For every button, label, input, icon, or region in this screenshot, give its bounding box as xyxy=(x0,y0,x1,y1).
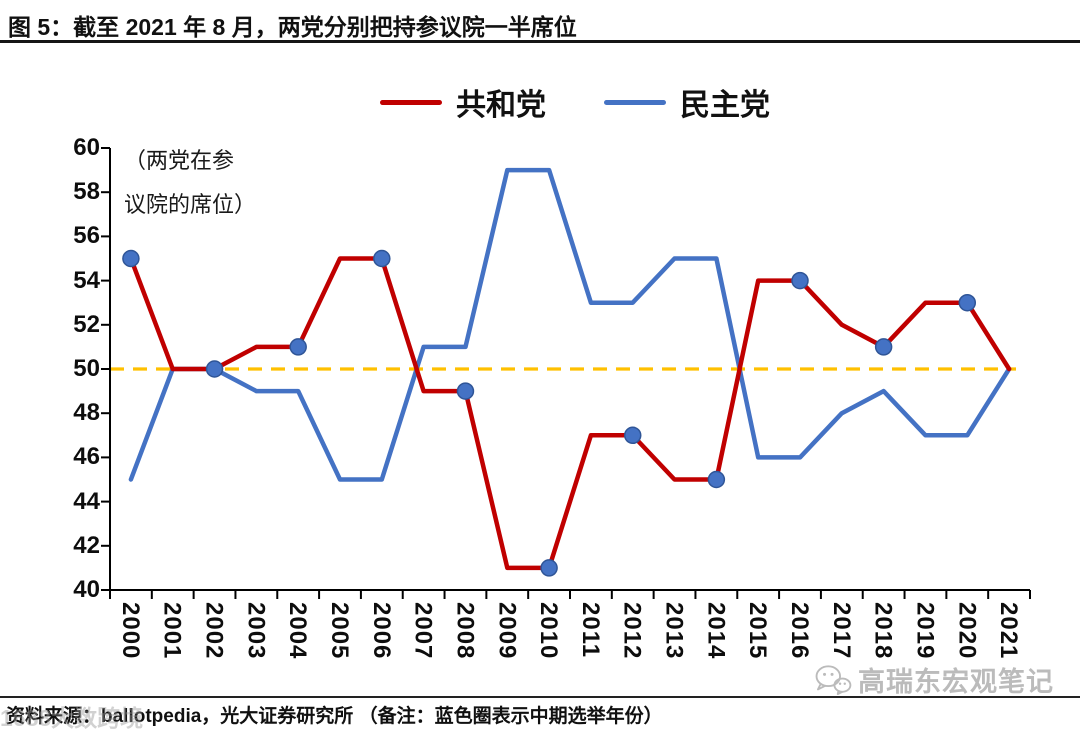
legend-item: 共和党 xyxy=(380,80,546,124)
x-tick-label: 2002 xyxy=(200,602,228,660)
annotation-line-2: 议院的席位） xyxy=(124,192,257,217)
watermark-bottom-right: 高瑞东宏观笔记 xyxy=(814,660,1054,699)
annotation-line-1: （两党在参 xyxy=(124,148,235,173)
election-year-marker xyxy=(456,382,475,400)
y-tick-label: 40 xyxy=(73,576,100,603)
x-tick-label: 2005 xyxy=(326,602,353,660)
x-tick-label: 2021 xyxy=(995,602,1023,660)
y-tick-label: 42 xyxy=(73,531,100,559)
y-tick-label: 58 xyxy=(73,178,100,206)
election-year-marker xyxy=(122,249,140,268)
democrat-series-line xyxy=(128,167,1012,482)
election-year-marker xyxy=(623,426,642,445)
x-tick-label: 2011 xyxy=(576,602,604,659)
y-tick-label: 54 xyxy=(73,266,100,294)
y-tick-label: 46 xyxy=(73,443,100,471)
x-tick-label: 2008 xyxy=(451,602,479,660)
y-tick-label: 52 xyxy=(73,310,100,338)
legend-item: 民主党 xyxy=(604,80,770,124)
x-tick-label: 2000 xyxy=(116,602,144,660)
x-tick-label: 2007 xyxy=(409,602,437,660)
x-tick-label: 2020 xyxy=(953,602,981,660)
wechat-icon xyxy=(815,664,852,695)
y-tick-label: 50 xyxy=(73,355,100,382)
republican-series-line xyxy=(128,256,1012,571)
legend-line-swatch xyxy=(604,99,666,105)
election-year-marker xyxy=(791,271,809,290)
watermark-account-name: 高瑞东宏观笔记 xyxy=(858,667,1054,697)
x-tick-label: 2016 xyxy=(786,602,813,660)
y-tick-label: 48 xyxy=(73,399,100,427)
x-tick-label: 2006 xyxy=(367,602,395,660)
election-year-marker xyxy=(205,360,224,378)
footer-divider xyxy=(0,696,1080,698)
election-year-marker xyxy=(540,559,558,577)
x-tick-label: 2018 xyxy=(869,602,897,660)
election-year-marker xyxy=(289,338,307,356)
x-tick-label: 2015 xyxy=(744,602,772,660)
legend-label: 共和党 xyxy=(456,89,546,122)
x-tick-label: 2017 xyxy=(827,602,855,660)
yaxis-unit-annotation: （两党在参 议院的席位） xyxy=(124,139,256,227)
election-year-marker xyxy=(373,249,391,268)
x-tick-label: 2012 xyxy=(618,602,646,660)
x-tick-label: 2009 xyxy=(493,602,521,660)
figure-title: 图 5：截至 2021 年 8 月，两党分别把持参议院一半席位 xyxy=(8,14,577,40)
title-divider xyxy=(0,40,1080,43)
election-year-marker xyxy=(707,470,726,489)
x-tick-label: 2001 xyxy=(158,602,186,660)
x-tick-label: 2003 xyxy=(242,602,270,660)
y-tick-label: 44 xyxy=(73,487,100,515)
x-tick-label: 2013 xyxy=(660,602,688,660)
y-tick-label: 60 xyxy=(73,134,100,161)
x-tick-label: 2019 xyxy=(911,602,939,660)
legend-line-swatch xyxy=(380,99,442,105)
x-tick-label: 2014 xyxy=(702,602,730,660)
election-year-marker xyxy=(874,338,893,356)
y-tick-label: 56 xyxy=(73,222,100,250)
legend-label: 民主党 xyxy=(680,89,770,122)
election-year-marker xyxy=(958,293,977,312)
x-tick-label: 2004 xyxy=(284,602,312,660)
source-note: 资料来源：ballotpedia，光大证券研究所 （备注：蓝色圈表示中期选举年份… xyxy=(6,706,663,727)
watermark-bottom-left: 1688大数跨境 xyxy=(0,705,144,730)
chart-legend: 共和党 民主党 xyxy=(35,80,1080,124)
x-tick-label: 2010 xyxy=(535,602,563,660)
